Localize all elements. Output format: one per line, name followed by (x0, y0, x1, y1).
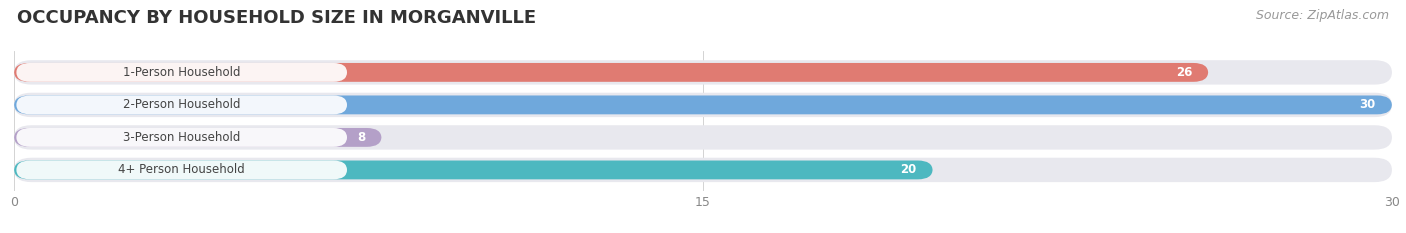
FancyBboxPatch shape (14, 158, 1392, 182)
Text: 2-Person Household: 2-Person Household (122, 98, 240, 111)
FancyBboxPatch shape (17, 128, 347, 147)
FancyBboxPatch shape (14, 125, 1392, 150)
FancyBboxPatch shape (14, 128, 381, 147)
Text: 3-Person Household: 3-Person Household (122, 131, 240, 144)
Text: Source: ZipAtlas.com: Source: ZipAtlas.com (1256, 9, 1389, 22)
Text: 8: 8 (357, 131, 366, 144)
Text: 20: 20 (900, 163, 917, 176)
FancyBboxPatch shape (14, 96, 1392, 114)
Text: 1-Person Household: 1-Person Household (122, 66, 240, 79)
FancyBboxPatch shape (14, 161, 932, 179)
FancyBboxPatch shape (14, 63, 1208, 82)
FancyBboxPatch shape (17, 96, 347, 114)
FancyBboxPatch shape (14, 60, 1392, 85)
Text: 30: 30 (1360, 98, 1376, 111)
Text: OCCUPANCY BY HOUSEHOLD SIZE IN MORGANVILLE: OCCUPANCY BY HOUSEHOLD SIZE IN MORGANVIL… (17, 9, 536, 27)
FancyBboxPatch shape (14, 93, 1392, 117)
Text: 4+ Person Household: 4+ Person Household (118, 163, 245, 176)
Text: 26: 26 (1175, 66, 1192, 79)
FancyBboxPatch shape (17, 63, 347, 82)
FancyBboxPatch shape (17, 161, 347, 179)
